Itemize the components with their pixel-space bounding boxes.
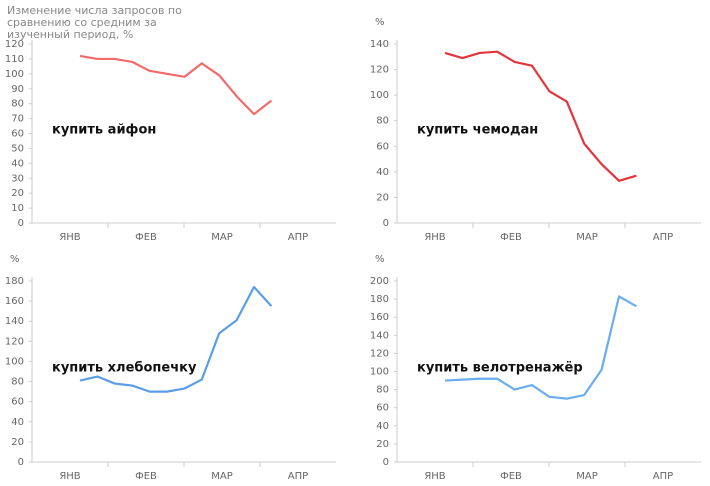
y-tick-label: 90: [11, 84, 24, 95]
x-tick-label: АПР: [653, 232, 673, 243]
x-tick-label: ЯНВ: [424, 232, 445, 243]
y-tick-label: 40: [376, 167, 389, 178]
x-tick-label: МАР: [576, 471, 598, 482]
x-tick-label: АПР: [288, 471, 308, 482]
y-axis-label: %: [375, 17, 385, 28]
y-tick-label: 140: [370, 330, 389, 341]
y-axis-label: Изменение числа запросов по сравнению со…: [7, 4, 182, 41]
x-tick-label: ЯНВ: [59, 232, 80, 243]
x-tick-label: ЯНВ: [59, 471, 80, 482]
y-tick-label: 200: [370, 276, 389, 287]
series-line: [79, 54, 273, 116]
y-tick-label: 0: [18, 457, 24, 468]
series-line: [444, 295, 637, 400]
y-tick-label: 100: [370, 367, 389, 378]
y-tick-label: 0: [383, 218, 389, 229]
y-tick-label: 40: [11, 158, 24, 169]
y-tick-label: 20: [11, 188, 24, 199]
y-tick-label: 80: [376, 116, 389, 127]
y-tick-label: 120: [5, 39, 24, 50]
y-tick-label: 100: [370, 90, 389, 101]
y-tick-label: 120: [5, 336, 24, 347]
y-tick-label: 100: [5, 69, 24, 80]
x-tick-label: ФЕВ: [135, 471, 157, 482]
y-axis-label: %: [10, 254, 20, 265]
y-tick-label: 50: [11, 143, 24, 154]
x-tick-label: МАР: [211, 471, 233, 482]
y-tick-label: 60: [376, 403, 389, 414]
series-line: [444, 50, 637, 182]
x-tick-label: ЯНВ: [424, 471, 445, 482]
annotation: купить айфон: [52, 123, 156, 138]
y-tick-label: 180: [5, 276, 24, 287]
y-tick-label: 60: [376, 141, 389, 152]
y-tick-label: 60: [11, 397, 24, 408]
y-tick-label: 20: [11, 437, 24, 448]
y-tick-label: 80: [376, 385, 389, 396]
x-tick-label: АПР: [288, 232, 308, 243]
annotation: купить чемодан: [417, 123, 538, 138]
y-tick-label: 140: [5, 316, 24, 327]
y-tick-label: 100: [5, 356, 24, 367]
y-tick-label: 160: [5, 296, 24, 307]
y-tick-label: 20: [376, 439, 389, 450]
y-tick-label: 80: [11, 99, 24, 110]
annotation: купить хлебопечку: [52, 361, 197, 376]
y-tick-label: 0: [383, 457, 389, 468]
y-tick-label: 0: [18, 218, 24, 229]
y-axis-label: %: [375, 254, 385, 265]
y-tick-label: 30: [11, 173, 24, 184]
y-tick-label: 120: [370, 348, 389, 359]
y-tick-label: 40: [11, 417, 24, 428]
x-tick-label: МАР: [211, 232, 233, 243]
x-tick-label: ФЕВ: [500, 471, 522, 482]
y-tick-label: 40: [376, 421, 389, 432]
y-tick-label: 20: [376, 192, 389, 203]
y-tick-label: 180: [370, 294, 389, 305]
x-tick-label: АПР: [653, 471, 673, 482]
y-tick-label: 80: [11, 377, 24, 388]
y-tick-label: 160: [370, 312, 389, 323]
x-tick-label: ФЕВ: [500, 232, 522, 243]
annotation: купить велотренажёр: [417, 361, 583, 376]
series-line: [79, 285, 273, 393]
y-tick-label: 10: [11, 203, 24, 214]
y-tick-label: 120: [370, 65, 389, 76]
x-tick-label: ФЕВ: [135, 232, 157, 243]
y-tick-label: 110: [5, 54, 24, 65]
y-tick-label: 140: [370, 39, 389, 50]
y-tick-label: 70: [11, 114, 24, 125]
x-tick-label: МАР: [576, 232, 598, 243]
y-tick-label: 60: [11, 129, 24, 140]
